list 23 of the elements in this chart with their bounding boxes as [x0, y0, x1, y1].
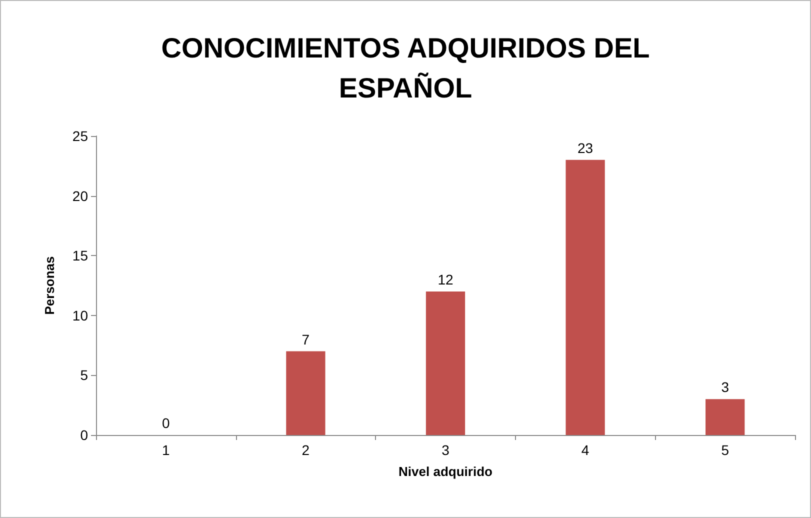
data-label: 3	[721, 379, 730, 396]
data-label: 12	[438, 271, 454, 288]
x-tick-label: 3	[442, 442, 450, 458]
chart-title: CONOCIMIENTOS ADQUIRIDOS DEL ESPAÑOL	[161, 32, 650, 104]
y-tick-label: 25	[72, 128, 88, 144]
x-axis-title: Nivel adquirido	[398, 464, 493, 479]
x-tick-label: 2	[302, 442, 310, 458]
x-tick-label: 4	[581, 442, 590, 458]
y-tick-label: 0	[80, 427, 88, 443]
bar	[286, 351, 326, 435]
bar	[426, 291, 466, 435]
y-tick-label: 15	[72, 248, 88, 264]
data-label: 7	[302, 331, 310, 348]
x-tick-label: 5	[721, 442, 730, 458]
y-tick-label: 10	[72, 307, 88, 324]
y-axis-title: Personas	[42, 256, 57, 315]
y-tick-label: 20	[72, 188, 88, 204]
bar	[566, 160, 605, 435]
bar	[706, 399, 745, 435]
x-tick-label: 1	[162, 442, 170, 458]
data-label: 23	[578, 140, 594, 156]
data-label: 0	[162, 415, 170, 431]
y-tick-label: 5	[80, 367, 88, 384]
